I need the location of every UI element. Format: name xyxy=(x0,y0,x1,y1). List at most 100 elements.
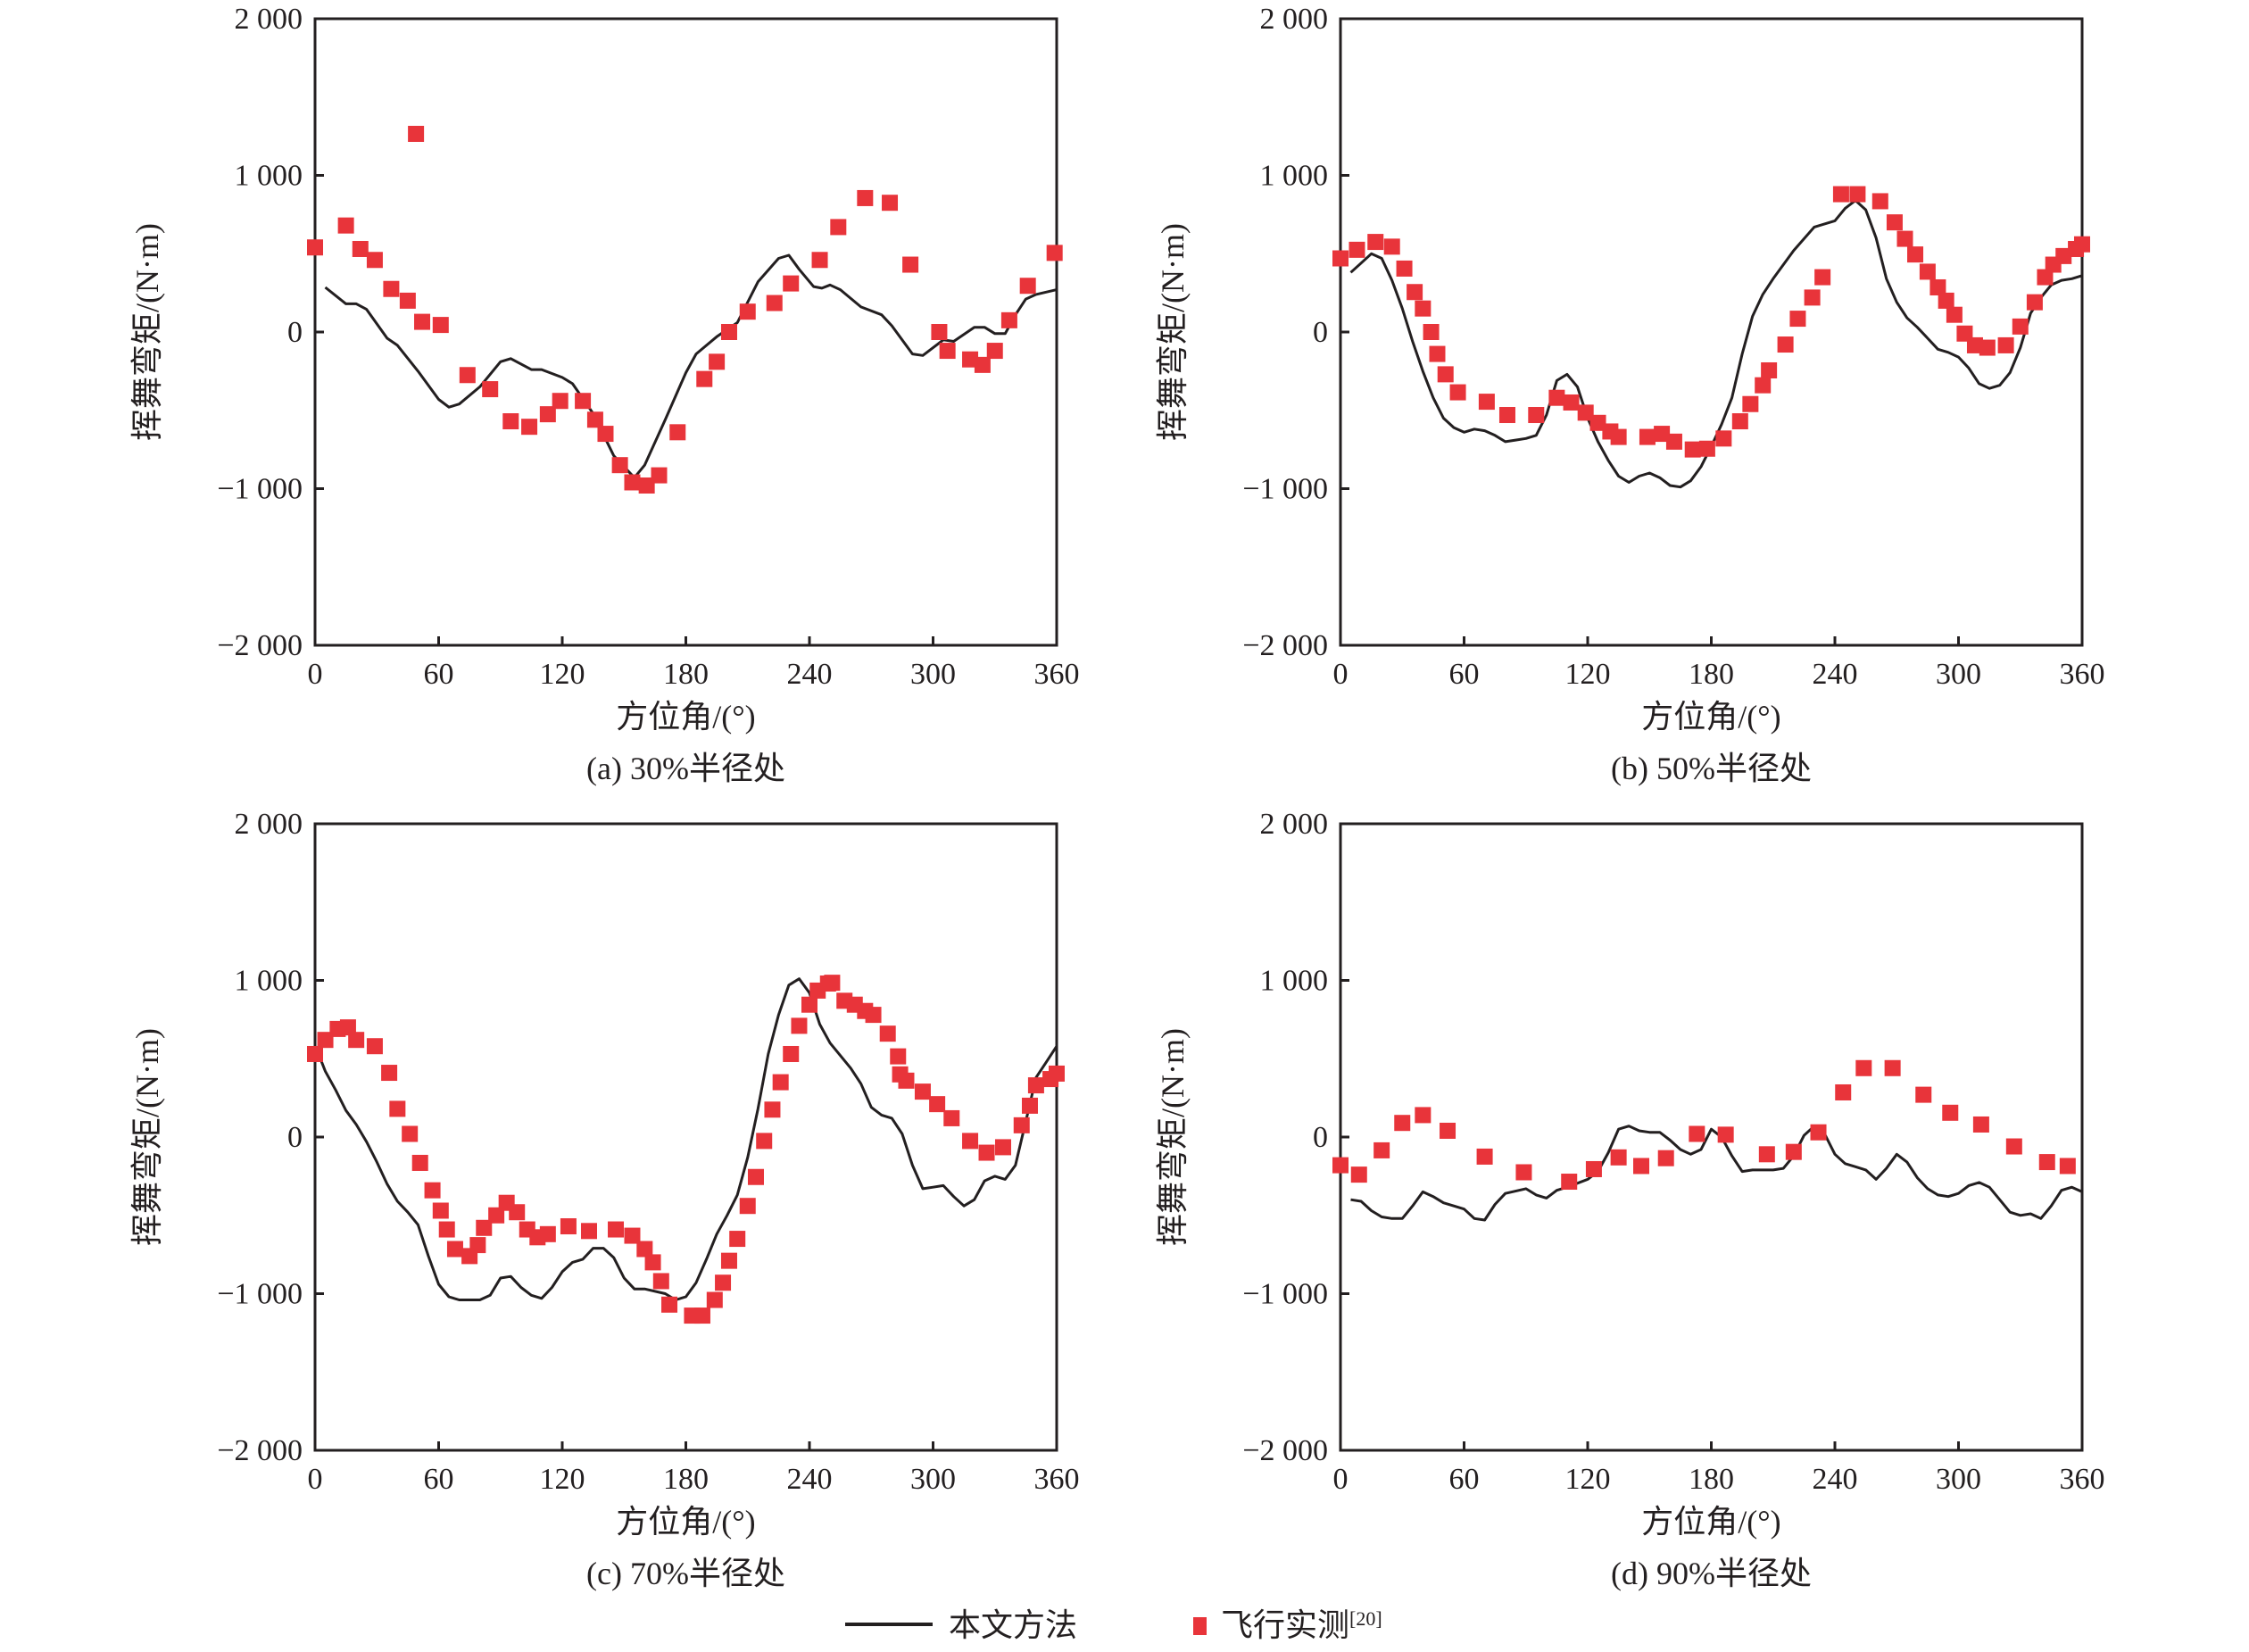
data-point-measured xyxy=(747,1168,764,1185)
data-point-measured xyxy=(1515,1164,1532,1181)
x-tick-label: 180 xyxy=(663,1463,709,1496)
data-point-measured xyxy=(402,1125,419,1142)
data-point-measured xyxy=(611,457,628,474)
x-tick-label: 60 xyxy=(424,1463,454,1496)
data-point-measured xyxy=(307,1045,323,1062)
y-tick-label: −2 000 xyxy=(1242,629,1328,662)
data-point-measured xyxy=(811,252,828,269)
data-point-measured xyxy=(482,381,499,398)
x-tick-label: 180 xyxy=(663,658,709,691)
data-point-measured xyxy=(890,1048,907,1065)
data-point-measured xyxy=(652,1273,669,1290)
panel-a: 挥舞弯矩/(N·m) 方位角/(°) (a) 30%半径处 0 60 120 180 2… xyxy=(129,3,1080,786)
data-point-measured xyxy=(1440,1122,1456,1139)
x-tick-label: 60 xyxy=(1449,658,1480,691)
x-tick-label: 120 xyxy=(1565,658,1611,691)
data-point-measured xyxy=(1715,430,1732,447)
data-point-measured xyxy=(608,1221,625,1238)
data-point-measured xyxy=(1832,186,1849,203)
data-point-measured xyxy=(1349,241,1365,258)
data-point-measured xyxy=(2037,269,2054,286)
data-point-measured xyxy=(1577,404,1594,421)
data-point-measured xyxy=(1585,1160,1602,1177)
data-point-measured xyxy=(720,1252,737,1269)
data-point-measured xyxy=(1350,1166,1367,1183)
data-point-measured xyxy=(857,189,874,206)
y-tick-label: −2 000 xyxy=(217,629,303,662)
data-point-measured xyxy=(1332,250,1349,267)
x-axis-title: 方位角/(°) xyxy=(616,1504,755,1540)
y-tick-label: −1 000 xyxy=(1242,1278,1328,1311)
x-tick-label: 120 xyxy=(540,658,585,691)
data-point-measured xyxy=(772,1074,789,1091)
data-point-measured xyxy=(1884,1059,1901,1076)
data-point-measured xyxy=(994,1139,1011,1156)
panel-caption: (d) 90%半径处 xyxy=(1611,1556,1812,1591)
y-tick-label: 0 xyxy=(1313,316,1328,349)
plot-area xyxy=(1332,1059,2083,1222)
data-point-measured xyxy=(739,1198,756,1215)
data-point-measured xyxy=(661,1296,678,1313)
y-axis-title: 挥舞弯矩/(N·m) xyxy=(129,223,165,441)
y-axis-title: 挥舞弯矩/(N·m) xyxy=(1155,223,1191,441)
data-point-measured xyxy=(1919,263,1936,280)
data-point-measured xyxy=(882,195,899,212)
x-tick-label: 180 xyxy=(1689,658,1734,691)
data-point-measured xyxy=(438,1221,455,1238)
data-point-measured xyxy=(307,239,323,256)
data-point-measured xyxy=(383,280,400,297)
x-tick-label: 360 xyxy=(1034,658,1080,691)
data-point-measured xyxy=(521,419,538,436)
data-point-measured xyxy=(720,324,737,340)
data-point-measured xyxy=(1589,414,1606,431)
data-point-measured xyxy=(644,1254,661,1271)
panel-caption: (a) 30%半径处 xyxy=(586,751,785,786)
data-point-measured xyxy=(902,256,919,273)
data-point-measured xyxy=(539,406,556,423)
data-point-measured xyxy=(696,370,713,387)
data-point-measured xyxy=(1478,394,1495,411)
data-point-measured xyxy=(783,1045,800,1062)
x-tick-label: 0 xyxy=(1333,1463,1349,1496)
data-point-measured xyxy=(939,343,956,360)
data-point-measured xyxy=(339,1019,356,1036)
data-point-measured xyxy=(1907,246,1924,263)
x-axis-title: 方位角/(°) xyxy=(1641,699,1780,735)
legend-marker-label-text: 飞行实测 xyxy=(1221,1607,1349,1643)
data-point-measured xyxy=(756,1133,773,1150)
data-point-measured xyxy=(2055,247,2072,264)
data-point-measured xyxy=(399,292,416,309)
data-point-measured xyxy=(1027,1077,1044,1094)
panel-c: 挥舞弯矩/(N·m) 方位角/(°) (c) 70%半径处 0 60 120 180 2… xyxy=(129,808,1080,1591)
data-point-measured xyxy=(446,1241,463,1258)
data-point-measured xyxy=(1755,377,1772,394)
data-point-measured xyxy=(1717,1126,1734,1143)
data-point-measured xyxy=(1946,306,1963,323)
x-axis-title: 方位角/(°) xyxy=(1641,1504,1780,1540)
x-tick-label: 0 xyxy=(308,1463,323,1496)
data-point-measured xyxy=(1742,395,1759,412)
data-point-measured xyxy=(651,467,668,484)
data-point-measured xyxy=(1654,426,1671,443)
data-point-measured xyxy=(1871,193,1888,210)
data-point-measured xyxy=(929,1096,946,1113)
x-tick-label: 180 xyxy=(1689,1463,1734,1496)
x-tick-label: 240 xyxy=(787,658,833,691)
data-point-measured xyxy=(469,1237,486,1254)
plot-frame xyxy=(313,822,1058,1452)
data-point-measured xyxy=(943,1109,960,1126)
data-point-measured xyxy=(1633,1158,1650,1175)
data-point-measured xyxy=(962,351,979,368)
data-point-measured xyxy=(476,1219,493,1236)
y-tick-label: 2 000 xyxy=(1260,3,1329,36)
data-point-measured xyxy=(1758,1146,1775,1163)
data-point-measured xyxy=(865,1007,882,1024)
data-point-measured xyxy=(459,367,476,384)
data-point-measured xyxy=(2012,318,2029,335)
data-point-measured xyxy=(575,393,592,410)
data-point-measured xyxy=(1437,366,1454,383)
data-point-measured xyxy=(1373,1141,1390,1158)
data-point-measured xyxy=(1886,214,1903,231)
data-point-measured xyxy=(1761,361,1778,378)
